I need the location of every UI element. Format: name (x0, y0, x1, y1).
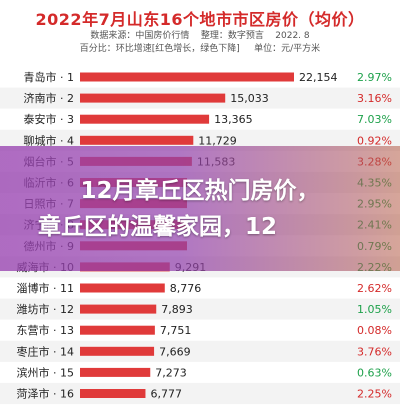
bar (80, 346, 155, 356)
category-label: 菏泽市 · 16 (17, 387, 75, 401)
category-label: 泰安市 · 3 (24, 112, 75, 126)
row-stripe (0, 340, 400, 362)
category-label: 青岛市 · 1 (24, 70, 75, 84)
change-label: 3.76% (357, 345, 392, 358)
change-label: 0.92% (357, 134, 392, 147)
value-label: 13,365 (214, 113, 253, 126)
bar (80, 304, 157, 314)
banner-headline-1: 12月章丘区热门房价， (80, 177, 320, 204)
change-label: 7.03% (357, 113, 392, 126)
category-label: 潍坊市 · 12 (17, 302, 75, 316)
value-label: 15,033 (230, 92, 269, 105)
value-label: 7,751 (160, 324, 192, 337)
value-label: 7,669 (159, 345, 191, 358)
change-label: 2.62% (357, 282, 392, 295)
category-label: 济南市 · 2 (24, 91, 75, 105)
chart-title: 2022年7月山东16个地市市区房价（均价） (35, 10, 365, 29)
bar (80, 135, 194, 145)
bar (80, 367, 151, 377)
percent-legend: 百分比：环比增速[红色增长，绿色下降] (79, 44, 240, 54)
chart-source-line: 数据来源：中国房价行情 整理：数字预言 2022. 8 (0, 28, 400, 41)
value-label: 22,154 (299, 71, 338, 84)
change-label: 2.25% (357, 388, 392, 401)
change-label: 1.05% (357, 303, 392, 316)
row-stripe (0, 382, 400, 405)
row-stripe (0, 129, 400, 151)
category-label: 淄博市 · 11 (17, 281, 75, 295)
date: 2022. 8 (275, 31, 310, 41)
category-label: 聊城市 · 4 (24, 133, 75, 147)
data-source: 数据来源：中国房价行情 (90, 31, 190, 41)
chart-legend-line: 百分比：环比增速[红色增长，绿色下降] 单位：元/平方米 (0, 41, 400, 54)
value-label: 7,893 (161, 303, 193, 316)
change-label: 0.08% (357, 324, 392, 337)
category-label: 枣庄市 · 14 (17, 344, 75, 358)
unit-label: 单位：元/平方米 (254, 44, 321, 54)
change-label: 3.16% (357, 92, 392, 105)
chart-header: 2022年7月山东16个地市市区房价（均价） 数据来源：中国房价行情 整理：数字… (0, 0, 400, 60)
bar (80, 325, 155, 335)
banner-headline-2: 章丘区的温馨家园，12 (38, 213, 278, 240)
category-label: 滨州市 · 15 (17, 365, 75, 379)
row-stripe (0, 298, 400, 320)
bar (80, 389, 146, 398)
value-label: 11,729 (198, 134, 237, 147)
value-label: 8,776 (170, 282, 202, 295)
bar (80, 93, 226, 103)
change-label: 2.97% (357, 71, 392, 84)
bar (80, 283, 165, 293)
bar (80, 72, 294, 82)
bar (80, 114, 210, 124)
value-label: 7,273 (155, 366, 187, 379)
credit: 整理：数字预言 (200, 31, 264, 41)
change-label: 0.63% (357, 366, 392, 379)
value-label: 6,777 (150, 388, 182, 401)
category-label: 东营市 · 13 (17, 323, 75, 337)
overlay-banner: 12月章丘区热门房价， 章丘区的温馨家园，12 (0, 146, 400, 271)
